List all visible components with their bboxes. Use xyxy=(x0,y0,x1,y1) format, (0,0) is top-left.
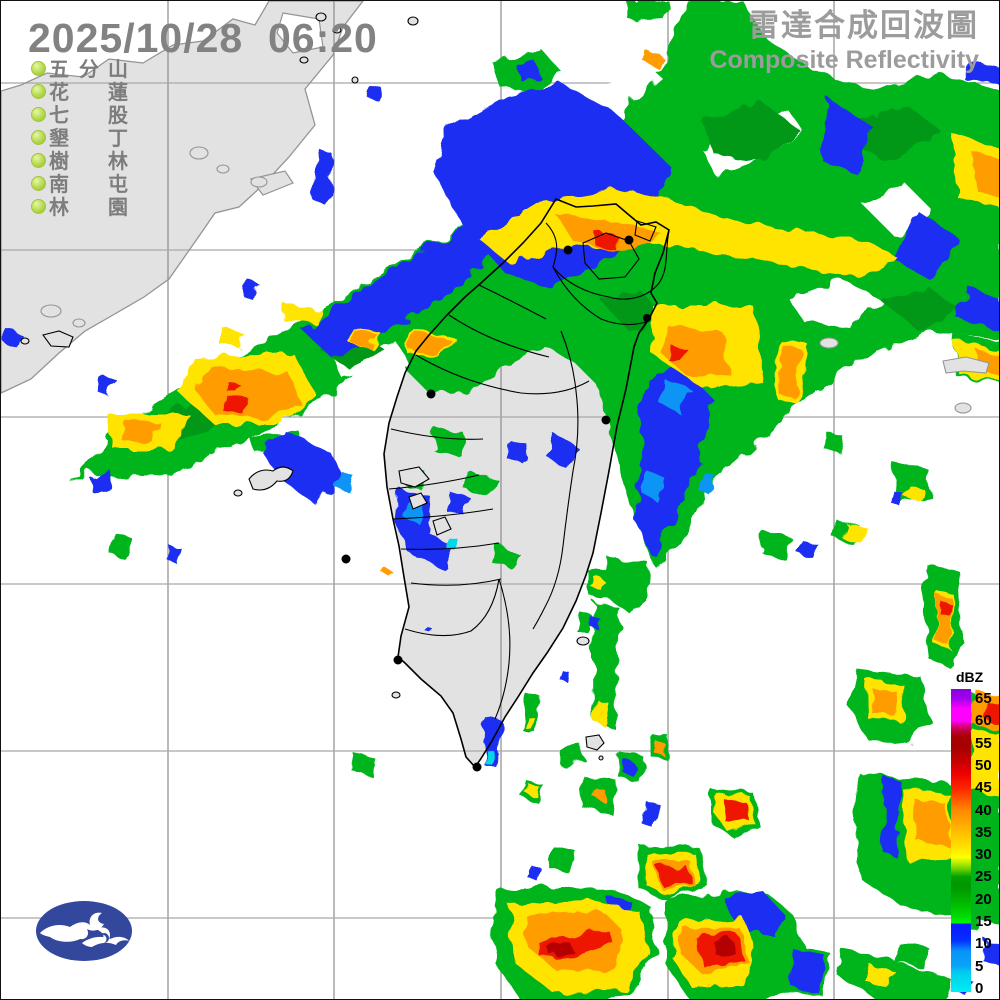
cwb-logo xyxy=(36,901,132,961)
station-row: 南屯 xyxy=(1,173,151,196)
station-legend: 五分山花蓮七股墾丁樹林南屯林園 xyxy=(1,58,151,219)
station-row: 七股 xyxy=(1,104,151,127)
station-label: 花 xyxy=(49,80,69,104)
station-label: 林 xyxy=(49,195,69,219)
station-row: 樹林 xyxy=(1,150,151,173)
station-label: 屯 xyxy=(108,172,128,196)
dbz-tick: 55 xyxy=(975,734,992,752)
county-borders xyxy=(388,220,670,720)
dbz-tick: 5 xyxy=(975,957,984,975)
station-label: 股 xyxy=(108,103,128,127)
station-row: 墾丁 xyxy=(1,127,151,150)
station-row: 五分山 xyxy=(1,58,151,81)
dbz-tick: 60 xyxy=(975,712,992,730)
station-label: 南 xyxy=(49,172,69,196)
dbz-tick: 30 xyxy=(975,846,992,864)
dbz-tick: 65 xyxy=(975,690,992,707)
islands xyxy=(20,12,990,761)
station-label: 樹 xyxy=(49,149,69,173)
dbz-tick: 10 xyxy=(975,935,992,953)
station-label: 蓮 xyxy=(108,80,128,104)
station-label: 五 xyxy=(49,57,69,81)
station-label: 墾 xyxy=(49,126,69,150)
station-status-dot-icon xyxy=(31,107,46,122)
station-status-dot-icon xyxy=(31,84,46,99)
dbz-tick: 20 xyxy=(975,890,992,908)
dbz-tick: 50 xyxy=(975,756,992,774)
station-row: 林園 xyxy=(1,196,151,219)
station-status-dot-icon xyxy=(31,130,46,145)
station-label: 丁 xyxy=(108,126,128,150)
dbz-tick: 45 xyxy=(975,779,992,797)
dbz-colorbar: dBZ 65 60 55 50 45 40 35 30 25 20 15 10 5 0 xyxy=(947,669,999,999)
station-label: 七 xyxy=(49,103,69,127)
station-label: 山 xyxy=(108,57,128,81)
timestamp: 2025/10/28 06:20 xyxy=(28,15,378,61)
dbz-tick: 0 xyxy=(975,979,984,997)
page-title: 雷達合成回波圖 Composite Reflectivity xyxy=(709,8,979,75)
dbz-unit-label: dBZ xyxy=(956,669,984,685)
station-status-dot-icon xyxy=(31,176,46,191)
station-status-dot-icon xyxy=(31,61,46,76)
station-row: 花蓮 xyxy=(1,81,151,104)
station-label: 園 xyxy=(108,195,128,219)
map-station-dots xyxy=(341,235,651,772)
station-status-dot-icon xyxy=(31,153,46,168)
station-label: 分 xyxy=(79,57,99,81)
dbz-gradient-bar xyxy=(951,689,971,992)
dbz-tick: 40 xyxy=(975,801,992,819)
title-english: Composite Reflectivity xyxy=(709,45,979,74)
dbz-tick: 15 xyxy=(975,913,992,930)
station-status-dot-icon xyxy=(31,199,46,214)
title-chinese: 雷達合成回波圖 xyxy=(748,8,979,44)
station-label: 林 xyxy=(108,149,128,173)
dbz-tick: 35 xyxy=(975,823,992,841)
dbz-tick: 25 xyxy=(975,868,992,886)
